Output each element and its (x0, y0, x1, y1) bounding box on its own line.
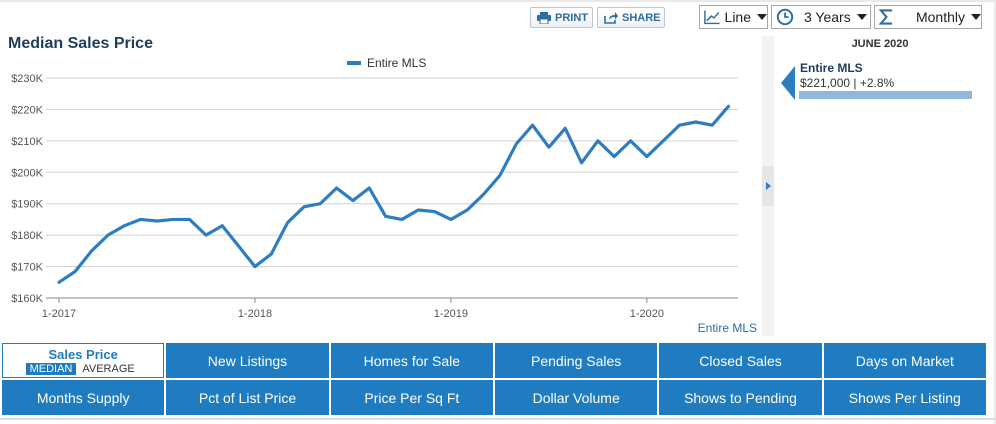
x-tick-label: 1-2018 (238, 308, 272, 320)
y-tick-label: $230K (11, 73, 43, 85)
tab-label: Sales Price (48, 346, 118, 362)
print-label: PRINT (555, 11, 588, 24)
tab-pending-sales[interactable]: Pending Sales (494, 343, 658, 378)
clock-icon (776, 8, 794, 26)
tab-pct-of-list-price[interactable]: Pct of List Price (166, 380, 329, 415)
x-tick-label: 1-2020 (630, 308, 664, 320)
panel-value-bar (799, 91, 972, 99)
tab-shows-per-listing[interactable]: Shows Per Listing (823, 380, 986, 415)
x-tick-label: 1-2017 (42, 308, 76, 320)
chevron-down-icon (757, 14, 767, 20)
x-tick-label: 1-2019 (434, 308, 468, 320)
chevron-down-icon (971, 14, 981, 20)
chart-type-value: Line (724, 9, 751, 25)
y-tick-label: $170K (11, 262, 43, 274)
collapse-panel-button[interactable] (762, 166, 774, 206)
panel-date: JUNE 2020 (851, 38, 909, 50)
tab-new-listings[interactable]: New Listings (166, 343, 329, 378)
share-icon (604, 11, 618, 24)
sigma-icon (879, 9, 893, 25)
line-chart: $160K $170K $180K $190K $200K $210K $220K $230K… (11, 56, 757, 335)
top-border (0, 0, 996, 2)
share-button[interactable]: SHARE (597, 7, 665, 28)
median-option[interactable]: MEDIAN (25, 362, 77, 375)
tab-sales-price[interactable]: Sales Price MEDIAN AVERAGE (2, 343, 165, 378)
chevron-right-icon (765, 182, 771, 190)
printer-icon (537, 11, 551, 24)
right-border (994, 0, 996, 424)
period-value: 3 Years (804, 9, 851, 25)
tab-shows-to-pending[interactable]: Shows to Pending (659, 380, 822, 415)
tab-homes-for-sale[interactable]: Homes for Sale (330, 343, 493, 378)
sales-price-mode-toggle: MEDIAN AVERAGE (25, 362, 141, 375)
print-button[interactable]: PRINT (530, 7, 593, 28)
y-tick-label: $200K (11, 167, 43, 179)
chart-title: Median Sales Price (8, 35, 153, 52)
period-dropdown[interactable]: 3 Years (771, 5, 871, 29)
interval-value: Monthly (915, 9, 965, 25)
y-tick-label: $210K (11, 136, 43, 148)
chevron-down-icon (856, 14, 867, 20)
line-chart-icon (704, 10, 720, 25)
tab-dollar-volume[interactable]: Dollar Volume (494, 380, 658, 415)
series-line-entire-mls[interactable] (57, 104, 731, 284)
tab-days-on-market[interactable]: Days on Market (823, 343, 986, 378)
y-tick-label: $160K (11, 293, 43, 305)
metric-tab-grid: Sales Price MEDIAN AVERAGE New Listings … (2, 343, 986, 415)
legend-label[interactable]: Entire MLS (367, 56, 426, 70)
tab-price-per-sq-ft[interactable]: Price Per Sq Ft (330, 380, 493, 415)
y-tick-label: $180K (11, 230, 43, 242)
selection-marker-icon (781, 66, 795, 100)
tab-months-supply[interactable]: Months Supply (2, 380, 165, 415)
chart-type-dropdown[interactable]: Line (699, 5, 768, 29)
tab-closed-sales[interactable]: Closed Sales (659, 343, 822, 378)
panel-series-name: Entire MLS (800, 61, 863, 75)
share-label: SHARE (622, 11, 661, 24)
average-option[interactable]: AVERAGE (82, 362, 135, 375)
y-tick-label: $220K (11, 104, 43, 116)
y-tick-label: $190K (11, 199, 43, 211)
interval-dropdown[interactable]: Monthly (874, 5, 982, 29)
source-label: Entire MLS (698, 321, 757, 335)
panel-series-value: $221,000 | +2.8% (800, 76, 895, 90)
bottom-divider (0, 418, 996, 420)
panel-value-bar-fill (799, 91, 972, 99)
